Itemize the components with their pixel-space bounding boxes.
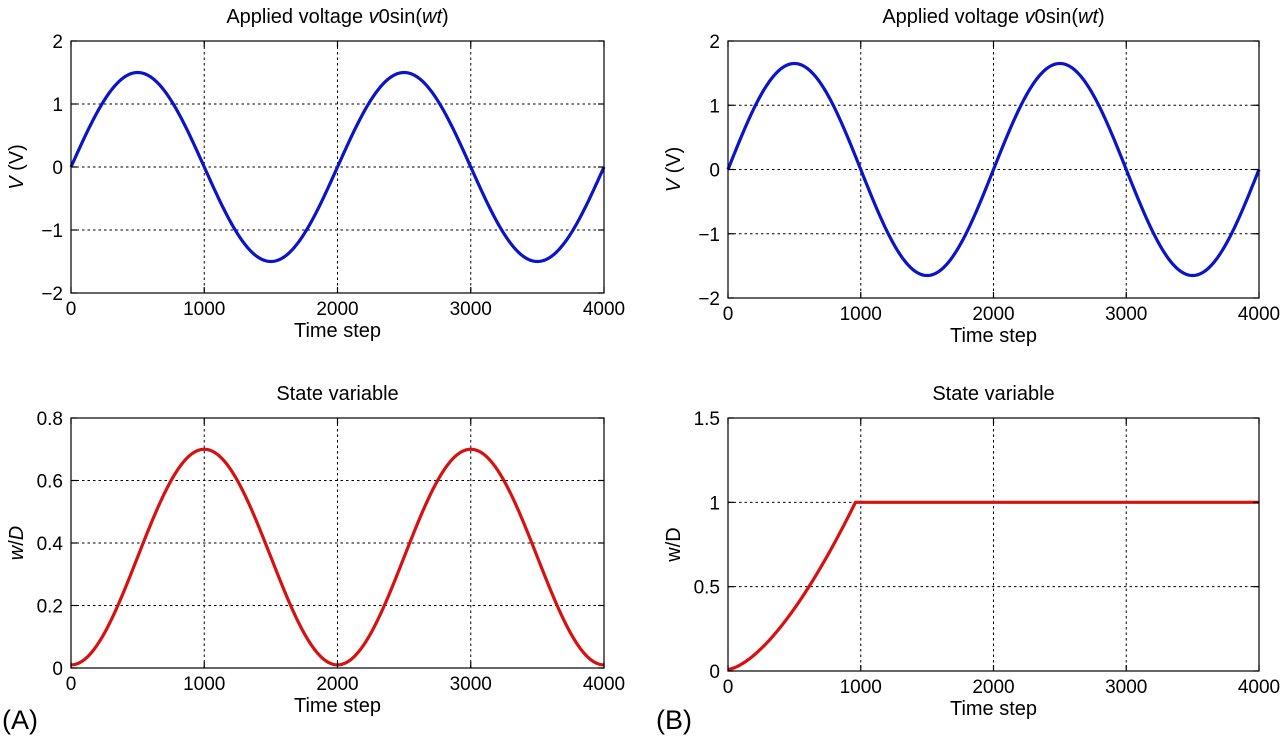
chart-title: Applied voltage v0sin(wt) xyxy=(882,6,1104,28)
x-tick-label: 3000 xyxy=(1105,304,1147,325)
label-part: State variable xyxy=(932,383,1054,405)
chart-a-top: 0 1000 2000 3000 4000 −2 −1 0 1 2 Applied voltage … xyxy=(6,6,625,342)
y-tick-label: −2 xyxy=(698,289,720,310)
label-part: (V) xyxy=(6,144,28,176)
label-part: / xyxy=(6,540,28,546)
y-axis-label: w/D xyxy=(663,527,685,562)
y-tick-label: 2 xyxy=(709,32,720,53)
x-tick-label: 0 xyxy=(66,674,77,695)
x-tick-label: 2000 xyxy=(316,674,358,695)
chart-b-bottom: 0 1000 2000 3000 4000 0 0.5 1 1.5 State variable T… xyxy=(663,383,1280,720)
x-tick-label: 1000 xyxy=(183,674,225,695)
label-part: Applied voltage xyxy=(226,6,368,28)
y-tick-label: 0 xyxy=(52,659,63,680)
chart-title: State variable xyxy=(276,383,398,405)
y-axis-label: w/D xyxy=(6,526,28,560)
y-axis-label: V (V) xyxy=(663,147,685,193)
y-tick-label: 0.6 xyxy=(37,472,63,493)
x-tick-label: 2000 xyxy=(972,304,1014,325)
chart-title: Applied voltage v0sin(wt) xyxy=(226,6,448,28)
panel-label-b: (B) xyxy=(656,705,692,735)
x-tick-label: 0 xyxy=(723,304,734,325)
label-part: wt xyxy=(422,6,443,28)
x-axis-label: Time step xyxy=(294,695,381,717)
x-tick-label: 0 xyxy=(723,677,734,698)
x-tick-label: 4000 xyxy=(583,299,625,320)
chart-a-bottom: 0 1000 2000 3000 4000 0 0.2 0.4 0.6 0.8 State vari… xyxy=(6,383,625,717)
x-tick-label: 1000 xyxy=(183,299,225,320)
y-tick-label: −1 xyxy=(698,225,720,246)
series-line xyxy=(69,70,606,264)
series-line xyxy=(726,61,1261,278)
label-part: ) xyxy=(1098,6,1105,28)
label-part: v xyxy=(369,6,380,28)
y-tick-label: 0.5 xyxy=(694,578,720,599)
label-part: V xyxy=(663,177,685,192)
label-part: State variable xyxy=(276,383,398,405)
y-tick-label: 0 xyxy=(709,161,720,182)
x-tick-label: 1000 xyxy=(840,677,882,698)
x-tick-label: 0 xyxy=(66,299,77,320)
x-tick-label: 2000 xyxy=(316,299,358,320)
label-part: w/D xyxy=(663,527,685,562)
label-part: wt xyxy=(1078,6,1099,28)
y-tick-label: 1 xyxy=(52,95,63,116)
y-tick-label: 0.4 xyxy=(37,534,64,555)
y-axis-label: V (V) xyxy=(6,144,28,190)
label-part: 0sin( xyxy=(1035,6,1079,28)
series-line xyxy=(727,500,1260,671)
label-part: V xyxy=(6,175,28,190)
x-tick-label: 3000 xyxy=(450,299,492,320)
label-part: w xyxy=(6,544,28,560)
y-tick-label: 0.8 xyxy=(37,409,63,430)
y-tick-label: 0.2 xyxy=(37,597,63,618)
panel-label-a: (A) xyxy=(2,705,38,735)
label-part: D xyxy=(6,526,28,540)
x-axis-label: Time step xyxy=(294,320,381,342)
y-tick-label: 0 xyxy=(709,662,720,683)
y-tick-label: 0 xyxy=(52,158,63,179)
chart-b-top: 0 1000 2000 3000 4000 −2 −1 0 1 2 Applied voltage … xyxy=(663,6,1280,347)
y-tick-label: 2 xyxy=(52,32,63,53)
y-tick-label: 1 xyxy=(709,493,720,514)
x-tick-label: 3000 xyxy=(450,674,492,695)
x-axis-label: Time step xyxy=(950,325,1037,347)
label-part: Applied voltage xyxy=(882,6,1024,28)
label-part: v xyxy=(1025,6,1036,28)
x-tick-label: 4000 xyxy=(1238,304,1280,325)
label-part: (V) xyxy=(663,147,685,179)
chart-title: State variable xyxy=(932,383,1054,405)
x-tick-label: 1000 xyxy=(840,304,882,325)
y-tick-label: 1 xyxy=(709,96,720,117)
x-tick-label: 4000 xyxy=(583,674,625,695)
label-part: ) xyxy=(442,6,449,28)
x-tick-label: 3000 xyxy=(1105,677,1147,698)
x-axis-label: Time step xyxy=(950,698,1037,720)
y-tick-label: −2 xyxy=(41,284,63,305)
x-tick-label: 2000 xyxy=(972,677,1014,698)
label-part: 0sin( xyxy=(379,6,423,28)
y-tick-label: −1 xyxy=(41,221,63,242)
x-tick-label: 4000 xyxy=(1238,677,1280,698)
y-tick-label: 1.5 xyxy=(694,409,720,430)
